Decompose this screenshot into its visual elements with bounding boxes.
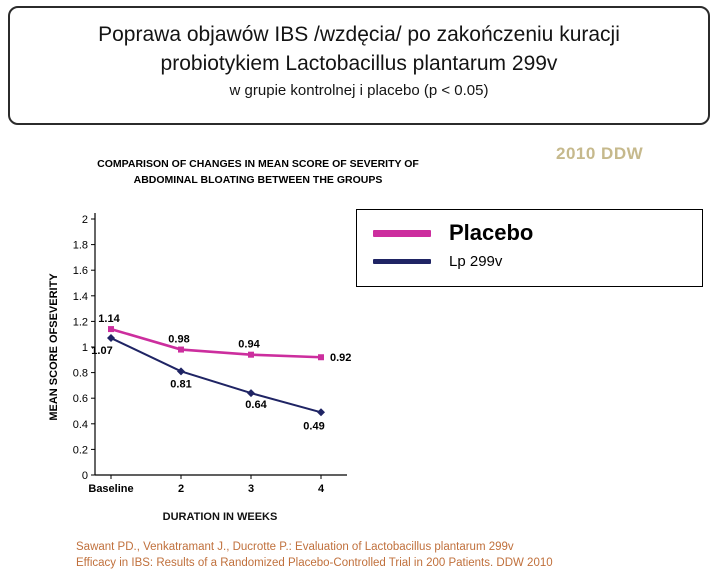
footer-line2: Efficacy in IBS: Results of a Randomized…: [76, 556, 553, 569]
footer-citation: Sawant PD., Venkatramant J., Ducrotte P.…: [76, 540, 553, 571]
data-label: 0.49: [303, 420, 324, 432]
data-label: 0.64: [245, 399, 267, 411]
slide-subtitle: w grupie kontrolnej i placebo (p < 0.05): [229, 81, 489, 99]
legend-label-placebo: Placebo: [449, 220, 534, 245]
diamond-marker: [317, 408, 325, 417]
y-tick-label: 0.6: [73, 393, 88, 405]
y-axis-label: MEAN SCORE OFSEVERITY: [48, 273, 60, 421]
footer-line1: Sawant PD., Venkatramant J., Ducrotte P.…: [76, 541, 514, 553]
data-label: 0.92: [330, 352, 351, 364]
y-tick-label: 0.4: [73, 419, 88, 431]
x-axis-title: DURATION IN WEEKS: [162, 511, 278, 523]
y-tick-label: 1.4: [73, 291, 88, 303]
square-marker: [248, 351, 254, 358]
square-marker: [318, 354, 324, 361]
series-line-placebo: [110, 327, 322, 359]
y-tick-label: 2: [82, 214, 88, 226]
ddw-badge: 2010 DDW: [556, 144, 644, 163]
slide-title-box: Poprawa objawów IBS /wzdęcia/ po zakończ…: [8, 6, 710, 125]
x-tick-label: Baseline: [88, 483, 133, 495]
legend-item-lp299v: Lp 299v: [373, 253, 702, 270]
x-tick-label: 3: [248, 483, 254, 495]
y-tick-label: 1.8: [73, 240, 88, 252]
slide-title-line1: Poprawa objawów IBS /wzdęcia/ po zakończ…: [98, 23, 620, 46]
legend-swatch-lp299v: [373, 259, 431, 264]
chart-title-line1: COMPARISON OF CHANGES IN MEAN SCORE OF S…: [97, 158, 419, 170]
data-label: 1.14: [98, 313, 120, 325]
chart-title-line2: ABDOMINAL BLOATING BETWEEN THE GROUPS: [133, 174, 383, 187]
y-tick-label: 1.2: [73, 316, 88, 328]
legend-item-placebo: Placebo: [373, 220, 702, 246]
series-line-lp299v: [110, 337, 322, 414]
square-marker: [108, 326, 114, 333]
diamond-marker: [107, 334, 115, 343]
data-label: 0.81: [170, 378, 191, 390]
y-tick-label: 1.6: [73, 265, 88, 277]
legend-swatch-placebo: [373, 229, 431, 237]
data-label: 1.07: [91, 345, 112, 357]
diamond-marker: [247, 389, 255, 398]
chart-legend: Placebo Lp 299v: [356, 209, 703, 287]
y-tick-label: 1: [82, 342, 88, 354]
legend-label-lp299v: Lp 299v: [449, 253, 503, 270]
data-label: 0.98: [168, 334, 189, 346]
y-tick-label: 0: [82, 470, 88, 482]
y-tick-label: 0.8: [73, 368, 88, 380]
x-tick-label: 2: [178, 483, 184, 495]
x-tick-label: 4: [318, 483, 325, 495]
diamond-marker: [177, 367, 185, 376]
y-tick-label: 0.2: [73, 444, 88, 456]
square-marker: [178, 346, 184, 353]
slide-title-line2: probiotykiem Lactobacillus plantarum 299…: [160, 52, 558, 76]
data-label: 0.94: [238, 339, 260, 351]
chart-title: COMPARISON OF CHANGES IN MEAN SCORE OF S…: [60, 156, 456, 189]
